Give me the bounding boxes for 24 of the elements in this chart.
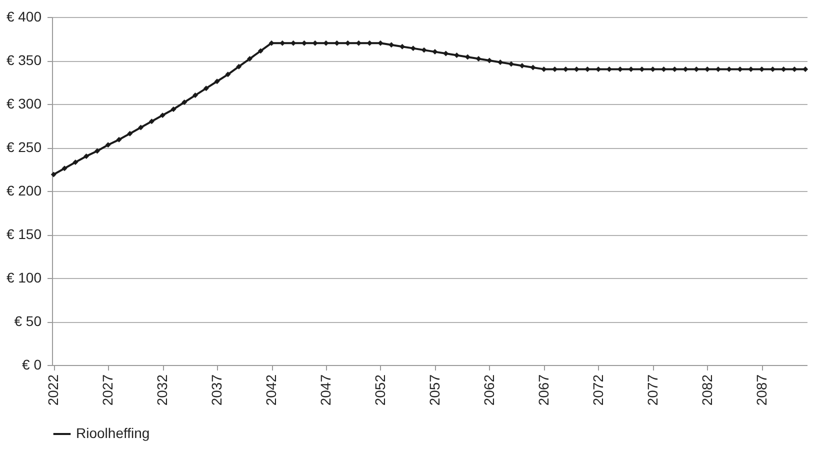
x-tick-label: 2042 (263, 374, 280, 406)
x-tick-label: 2047 (318, 374, 334, 406)
y-tick-label: € 400 (6, 8, 42, 24)
x-tick-label: 2077 (644, 374, 660, 406)
y-tick-label: € 100 (6, 270, 42, 286)
y-tick-label: € 250 (6, 139, 42, 155)
x-tick-label: 2087 (753, 374, 770, 406)
x-tick-label: 2062 (480, 374, 497, 406)
y-tick-label: € 50 (14, 313, 42, 329)
y-tick-label: € 300 (6, 96, 42, 112)
y-tick-label: € 200 (6, 182, 42, 198)
legend-label: Rioolheffing (76, 425, 150, 441)
x-tick-label: 2072 (590, 374, 606, 406)
x-tick-label: 2082 (698, 374, 715, 406)
y-tick-label: € 0 (22, 356, 42, 372)
x-tick-label: 2037 (208, 374, 225, 406)
y-tick-label: € 350 (6, 52, 42, 68)
y-tick-label: € 150 (6, 226, 42, 242)
x-tick-label: 2067 (535, 374, 552, 406)
x-tick-label: 2052 (372, 374, 388, 406)
x-tick-label: 2032 (154, 374, 170, 406)
x-tick-label: 2022 (45, 374, 62, 406)
x-tick-label: 2057 (426, 374, 442, 406)
x-tick-label: 2027 (100, 374, 116, 406)
